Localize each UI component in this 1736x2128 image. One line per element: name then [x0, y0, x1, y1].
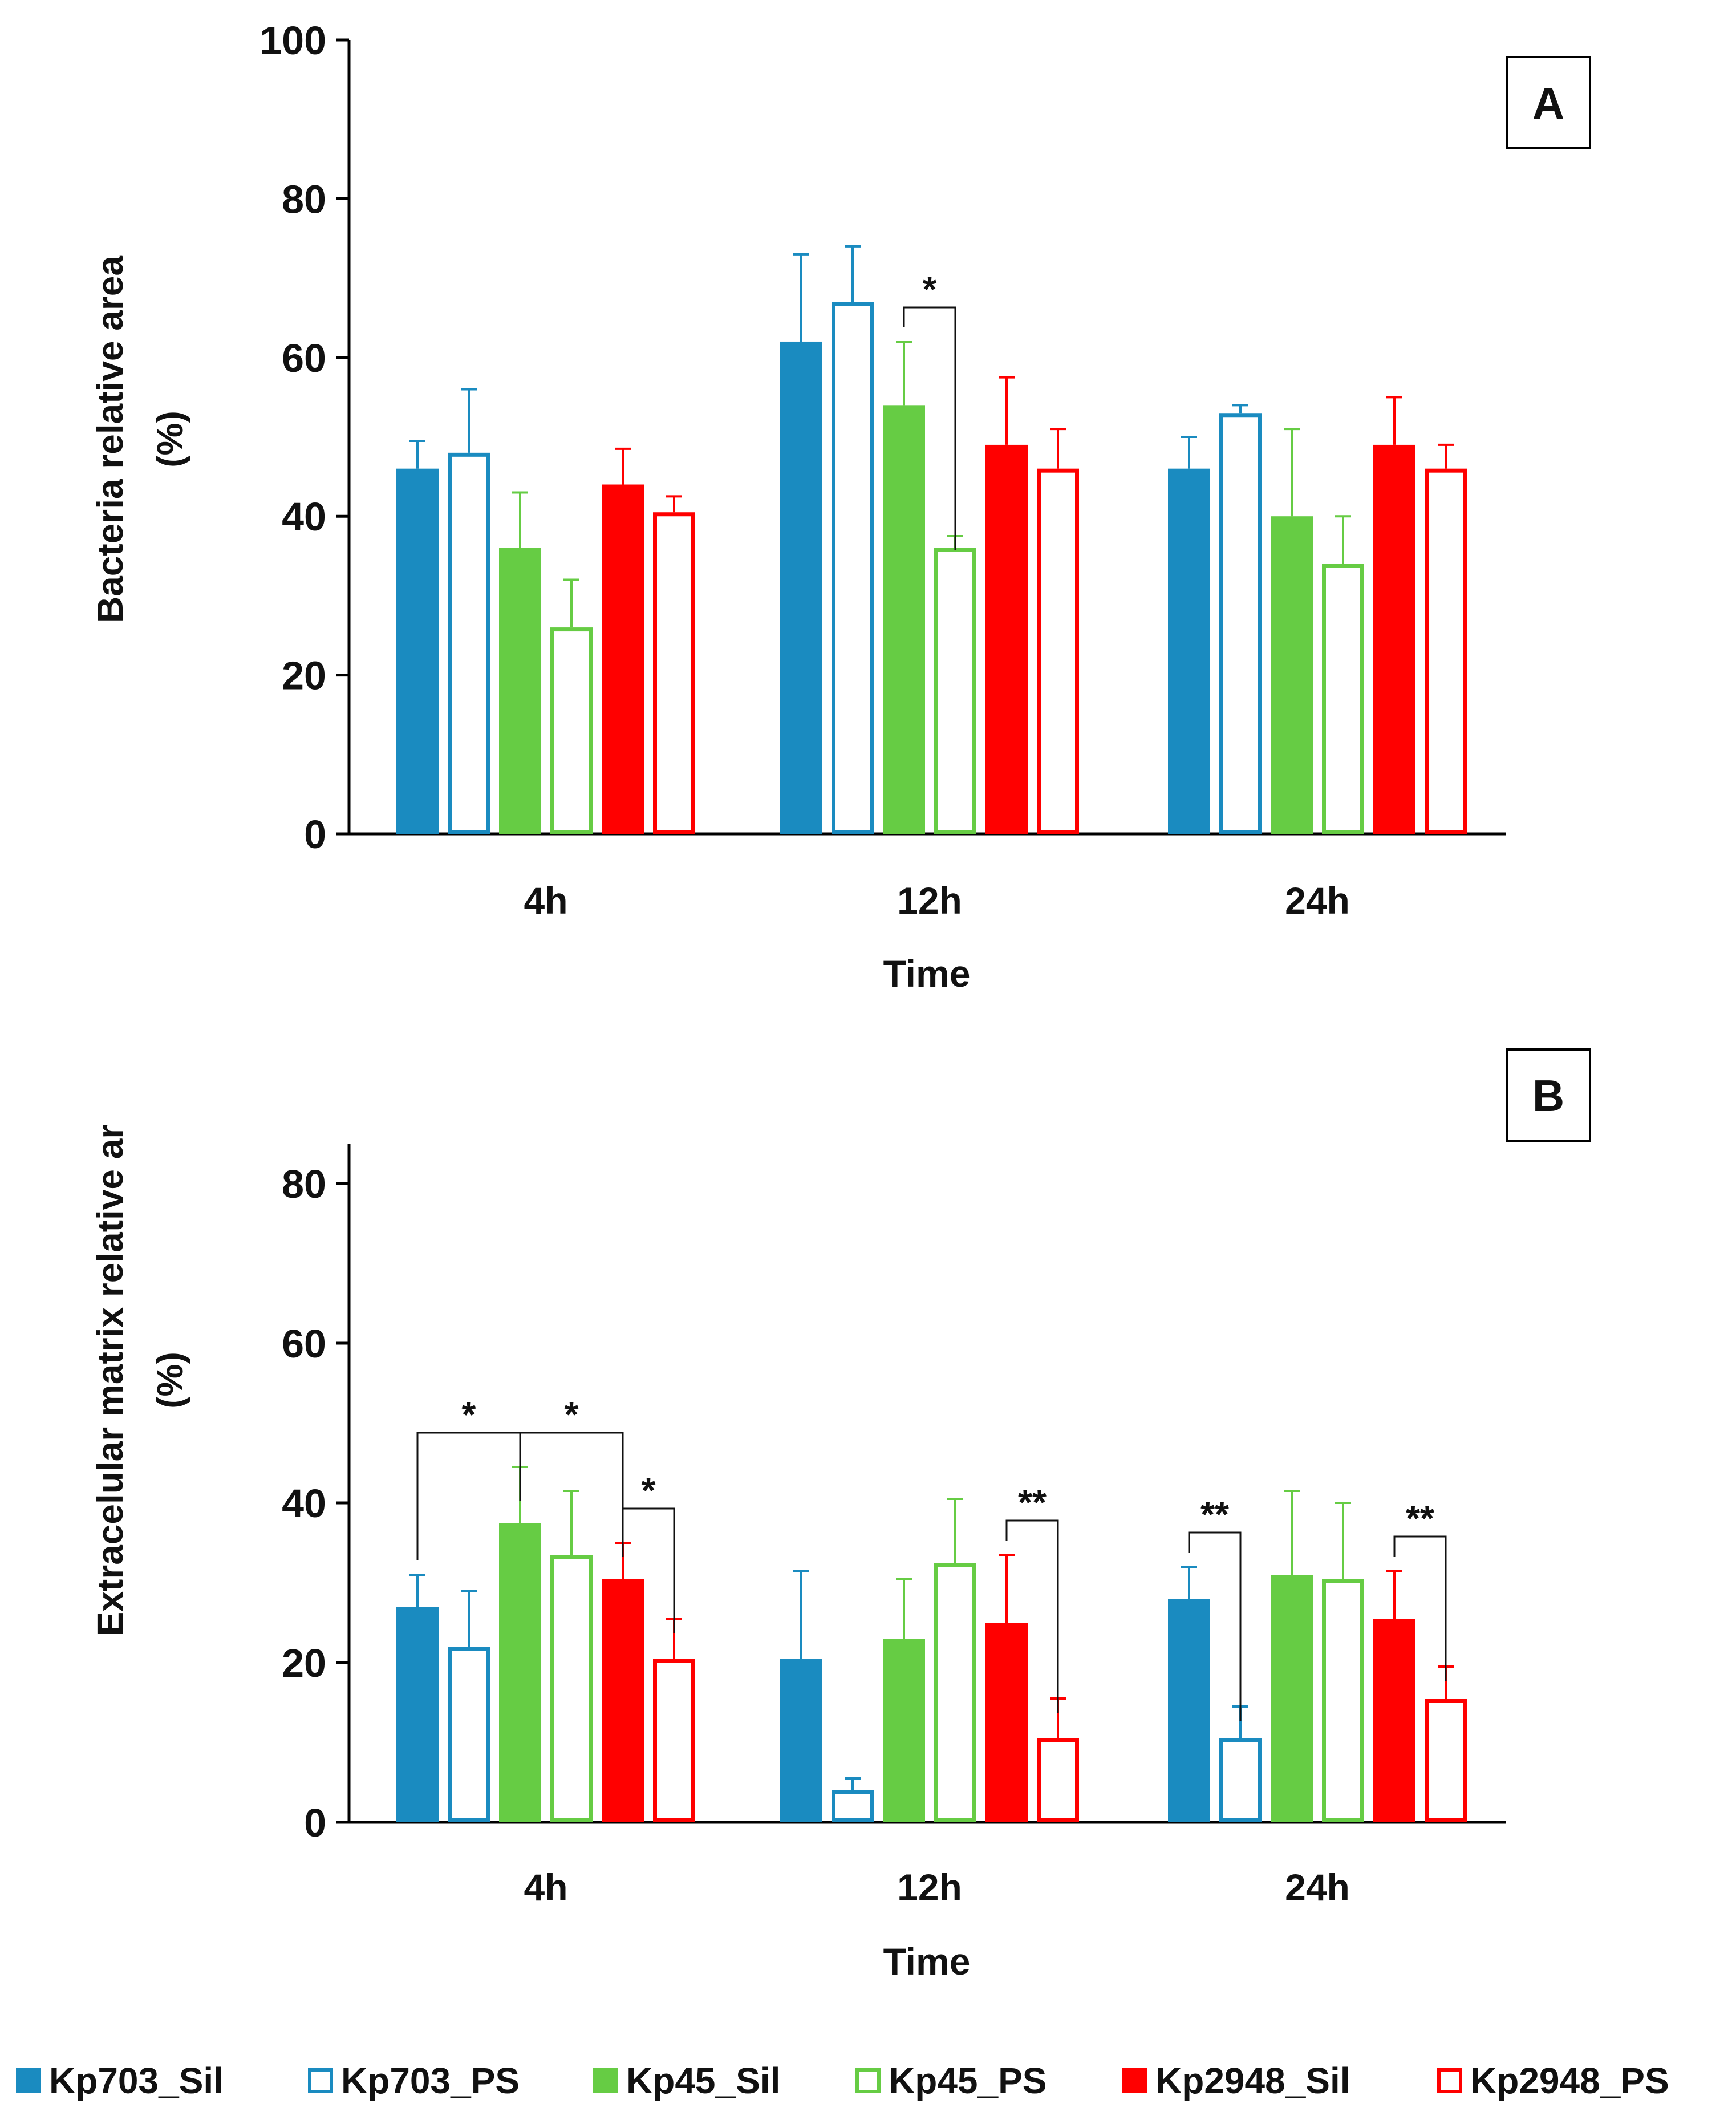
bar-kp703-sil [1168, 468, 1210, 834]
y-axis-label: Extracelular matrix relative ar [90, 1125, 131, 1636]
legend-swatch-kp703-sil [16, 2068, 41, 2093]
x-tick-label: 24h [1285, 1866, 1350, 1908]
legend-item-kp2948-sil: Kp2948_Sil [1122, 2046, 1350, 2115]
y-tick-label: 20 [282, 1641, 326, 1685]
x-tick-label: 4h [524, 879, 567, 922]
bar-kp2948-sil [602, 1579, 644, 1822]
y-tick-label: 60 [282, 1322, 326, 1366]
legend-swatch-kp2948-ps [1437, 2068, 1462, 2093]
significance-bracket [903, 306, 956, 550]
bar-kp2948-sil [985, 1623, 1028, 1822]
legend: Kp703_Sil Kp703_PS Kp45_Sil Kp45_PS Kp29… [0, 2046, 1736, 2115]
significance-label: * [565, 1394, 579, 1435]
bar-kp703-ps [832, 1790, 874, 1822]
legend-item-kp703-ps: Kp703_PS [308, 2046, 520, 2115]
bar-kp45-sil [883, 1639, 925, 1822]
bar-kp703-sil [780, 1659, 822, 1822]
significance-bracket [1005, 1519, 1059, 1713]
legend-item-kp703-sil: Kp703_Sil [16, 2046, 224, 2115]
y-axis-label: Bacteria relative area [90, 256, 131, 623]
bar-kp2948-ps [1425, 468, 1467, 834]
significance-bracket [622, 1507, 675, 1633]
legend-swatch-kp45-ps [855, 2068, 881, 2093]
bar-kp45-sil [499, 548, 541, 834]
significance-bracket [1188, 1531, 1242, 1721]
legend-item-kp45-ps: Kp45_PS [855, 2046, 1047, 2115]
legend-label: Kp2948_Sil [1155, 2060, 1350, 2101]
x-axis-label: Time [883, 952, 971, 995]
bar-kp703-ps [1219, 413, 1262, 834]
bar-kp45-sil [1271, 516, 1313, 834]
y-tick-label: 100 [259, 18, 326, 63]
y-tick-label: 60 [282, 336, 326, 380]
panel-label-box [1506, 1048, 1591, 1142]
legend-label: Kp703_Sil [49, 2060, 224, 2101]
bar-kp45-ps [550, 1555, 593, 1822]
bar-kp703-ps [448, 452, 490, 834]
bar-kp2948-sil [1373, 444, 1415, 834]
legend-item-kp2948-ps: Kp2948_PS [1437, 2046, 1669, 2115]
y-tick-label: 40 [282, 1481, 326, 1526]
legend-label: Kp45_Sil [626, 2060, 781, 2101]
bar-kp2948-ps [1037, 468, 1079, 834]
legend-label: Kp703_PS [341, 2060, 520, 2101]
x-tick-label: 4h [524, 1866, 567, 1908]
y-tick-label: 80 [282, 1162, 326, 1206]
bar-kp45-sil [1271, 1575, 1313, 1822]
bar-kp45-ps [1322, 564, 1364, 834]
bar-kp2948-sil [602, 484, 644, 834]
bar-kp703-sil [780, 341, 822, 834]
x-axis-label: Time [883, 1940, 971, 1983]
y-tick-label: 40 [282, 494, 326, 539]
bar-kp45-ps [934, 1563, 976, 1822]
bar-kp45-sil [883, 405, 925, 834]
significance-label: * [642, 1470, 656, 1511]
y-tick-label: 80 [282, 177, 326, 221]
significance-label: ** [1406, 1498, 1434, 1539]
bar-kp45-sil [499, 1523, 541, 1822]
panel-a-chart: 0 20 40 60 80 100 Bacteria relative area (%) 4h 1… [90, 18, 1591, 995]
significance-label: ** [1018, 1482, 1047, 1523]
panel-b-chart: 0 20 40 60 80 Extracelular matrix relative ar… [90, 1048, 1591, 1983]
significance-label: ** [1200, 1494, 1229, 1535]
legend-item-kp45-sil: Kp45_Sil [593, 2046, 780, 2115]
bar-kp2948-sil [1373, 1619, 1415, 1822]
bar-kp703-ps [832, 302, 874, 834]
bar-kp703-sil [1168, 1599, 1210, 1822]
bar-kp45-ps [550, 627, 593, 834]
y-axis-label-unit: (%) [149, 411, 190, 468]
legend-swatch-kp2948-sil [1122, 2068, 1147, 2093]
y-tick-label: 0 [304, 1801, 326, 1845]
bar-kp703-ps [448, 1647, 490, 1822]
panel-label: B [1532, 1071, 1564, 1121]
bar-kp2948-ps [653, 512, 695, 834]
panel-label-box [1506, 56, 1591, 149]
y-tick-label: 0 [304, 812, 326, 857]
legend-swatch-kp703-ps [308, 2068, 333, 2093]
bar-kp2948-ps [1425, 1699, 1467, 1822]
bar-kp45-ps [1322, 1579, 1364, 1822]
bar-kp703-sil [396, 468, 439, 834]
y-tick-label: 20 [282, 654, 326, 698]
significance-label: * [462, 1394, 476, 1435]
bar-kp2948-ps [1037, 1738, 1079, 1822]
panel-label: A [1532, 78, 1564, 128]
bar-kp703-sil [396, 1607, 439, 1822]
x-tick-label: 24h [1285, 879, 1350, 922]
x-tick-label: 12h [897, 879, 962, 922]
significance-bracket [1393, 1535, 1447, 1681]
bar-kp2948-ps [653, 1659, 695, 1822]
legend-label: Kp45_PS [889, 2060, 1047, 2101]
y-axis-label-unit: (%) [149, 1352, 190, 1409]
bar-kp2948-sil [985, 444, 1028, 834]
x-tick-label: 12h [897, 1866, 962, 1908]
significance-label: * [923, 269, 937, 310]
legend-label: Kp2948_PS [1470, 2060, 1669, 2101]
bar-kp45-ps [934, 548, 976, 834]
legend-swatch-kp45-sil [593, 2068, 618, 2093]
bar-kp703-ps [1219, 1738, 1262, 1822]
